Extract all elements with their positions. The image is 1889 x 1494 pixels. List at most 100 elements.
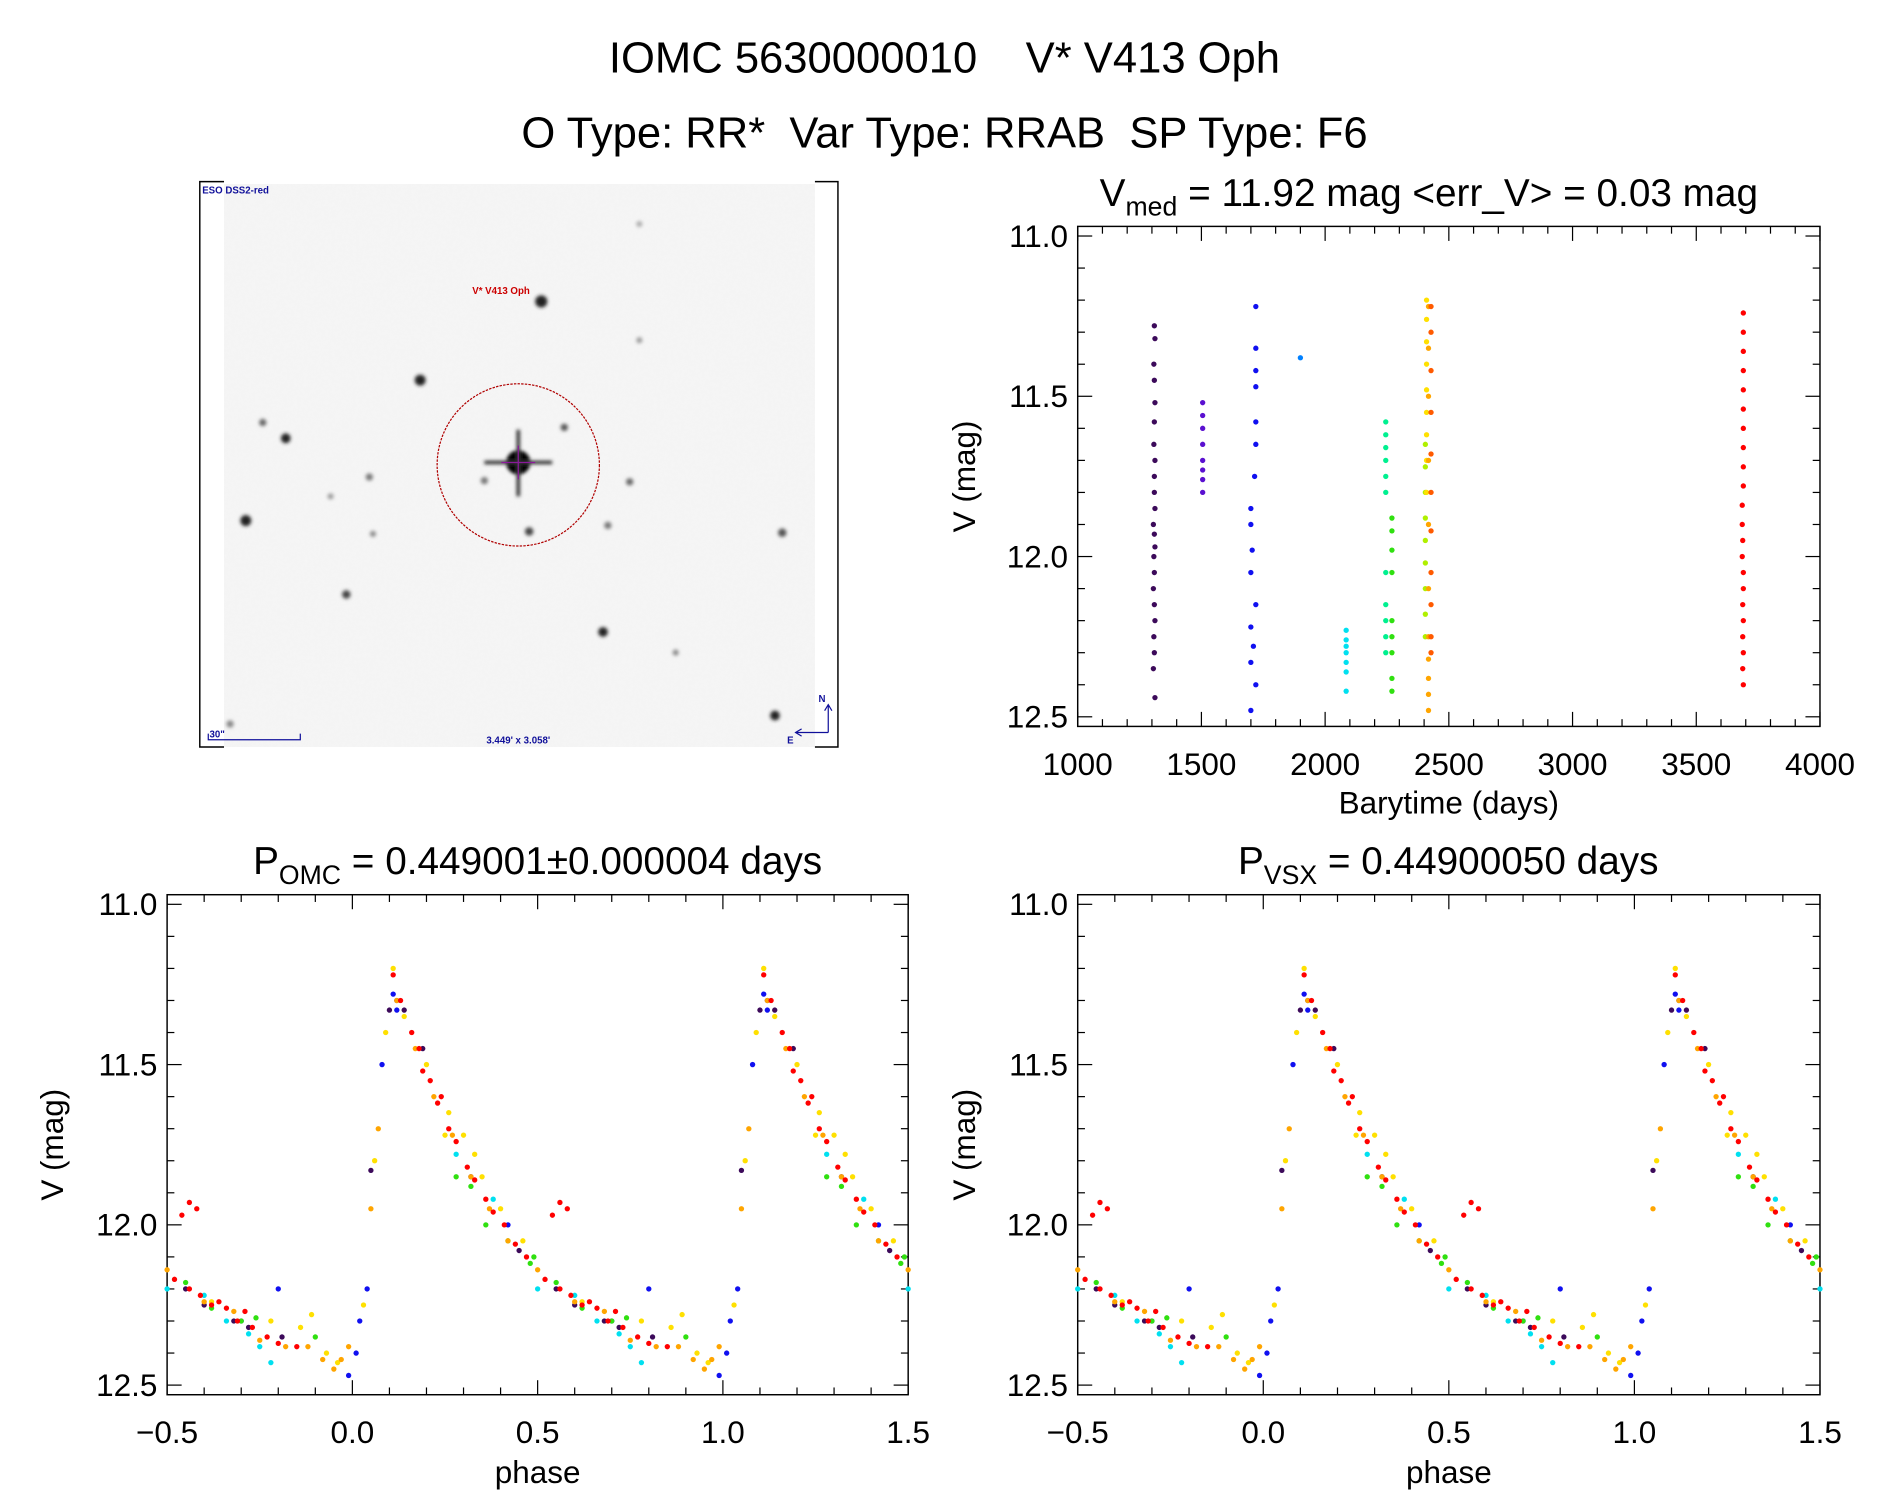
data-point <box>1208 1324 1214 1331</box>
data-point <box>1248 521 1254 528</box>
data-point <box>1423 1241 1430 1247</box>
data-point <box>1787 1222 1793 1228</box>
data-point <box>1425 691 1432 697</box>
data-point <box>1561 1334 1567 1340</box>
data-point <box>1594 1334 1600 1340</box>
star <box>414 374 426 386</box>
data-point <box>164 1267 170 1273</box>
data-point <box>1343 688 1349 694</box>
data-point <box>1628 1372 1634 1379</box>
data-point <box>809 1093 815 1100</box>
data-point <box>1587 1343 1593 1350</box>
figure-subtitle: O Type: RR* Var Type: RRAB SP Type: F6 <box>521 110 1367 158</box>
data-point <box>1253 384 1259 390</box>
data-point <box>1422 560 1429 566</box>
data-point <box>1646 1286 1652 1292</box>
data-point <box>553 1286 559 1292</box>
star <box>259 418 267 427</box>
title-subscript: med <box>1126 192 1178 222</box>
data-point <box>1740 650 1746 656</box>
data-point <box>1331 1068 1337 1074</box>
data-point <box>1798 1247 1805 1254</box>
data-point <box>1327 1045 1333 1052</box>
data-point <box>1149 1318 1155 1324</box>
scale-bar <box>207 733 301 741</box>
light-curve-time-chart: Vmed = 11.92 mag <err_V> = 0.03 mag 1000 1… <box>947 172 1855 821</box>
star <box>280 433 291 444</box>
data-point <box>690 1356 696 1363</box>
data-point <box>1546 1334 1552 1340</box>
data-point <box>409 1029 415 1036</box>
data-point <box>1389 515 1395 521</box>
data-point <box>1282 1158 1289 1164</box>
data-point <box>1527 1331 1534 1337</box>
data-point <box>331 1366 337 1372</box>
data-point <box>345 1372 352 1379</box>
data-point <box>1199 467 1206 473</box>
data-point <box>460 1132 467 1138</box>
data-point <box>1151 361 1157 367</box>
data-point <box>1461 1212 1467 1218</box>
data-point <box>1809 1260 1816 1267</box>
data-point <box>1253 441 1259 447</box>
data-point <box>338 1356 344 1363</box>
data-point <box>1204 1343 1211 1350</box>
star <box>365 473 373 481</box>
data-point <box>446 1126 452 1132</box>
data-point <box>438 1093 444 1100</box>
data-point <box>1145 1318 1151 1324</box>
data-point <box>1151 650 1158 656</box>
data-point <box>868 1206 874 1212</box>
x-axis-label: phase <box>495 1455 581 1490</box>
data-point <box>1167 1343 1174 1350</box>
data-point <box>1728 1126 1734 1132</box>
finder-frame <box>199 180 839 748</box>
data-point <box>1740 601 1746 608</box>
data-point <box>857 1206 863 1212</box>
data-point <box>401 1007 407 1013</box>
data-point <box>1097 1286 1103 1292</box>
title-value: = 0.449001±0.000004 days <box>341 840 822 883</box>
data-point <box>1453 1276 1459 1283</box>
data-point <box>320 1356 326 1363</box>
y-tick-label: 12.5 <box>96 1368 157 1403</box>
data-point <box>294 1343 300 1350</box>
data-point <box>1422 611 1429 617</box>
data-point <box>401 1013 407 1020</box>
data-point <box>1717 1100 1723 1106</box>
data-point <box>1672 991 1678 997</box>
data-point <box>1343 659 1349 666</box>
data-point <box>268 1318 274 1324</box>
data-point <box>1199 425 1206 432</box>
data-point <box>1661 1061 1667 1068</box>
data-point <box>1754 1177 1760 1183</box>
data-point <box>1679 997 1686 1004</box>
data-point <box>594 1305 600 1311</box>
data-point <box>420 1068 426 1074</box>
y-tick-label: 11.0 <box>98 887 157 922</box>
data-point <box>1141 1308 1148 1315</box>
data-point <box>1468 1286 1474 1292</box>
star <box>604 521 612 530</box>
data-point <box>557 1199 563 1206</box>
data-point <box>616 1331 622 1337</box>
data-point <box>1602 1356 1608 1363</box>
x-tick-label: −0.5 <box>136 1415 198 1450</box>
data-point <box>1389 528 1395 534</box>
data-point <box>1613 1366 1619 1372</box>
data-point <box>1271 1302 1278 1308</box>
data-point <box>534 1286 541 1292</box>
data-point <box>1193 1343 1200 1350</box>
data-point <box>1151 441 1157 447</box>
data-point <box>616 1324 622 1331</box>
data-point <box>1156 1324 1162 1331</box>
data-point <box>1383 617 1389 624</box>
data-point <box>601 1308 608 1315</box>
data-point <box>742 1158 748 1164</box>
data-point <box>1312 1013 1318 1020</box>
data-point <box>216 1299 222 1305</box>
data-point <box>824 1138 830 1145</box>
star <box>770 710 780 721</box>
chart-title: Vmed = 11.92 mag <err_V> = 0.03 mag <box>1100 172 1758 222</box>
data-point <box>838 1174 845 1180</box>
